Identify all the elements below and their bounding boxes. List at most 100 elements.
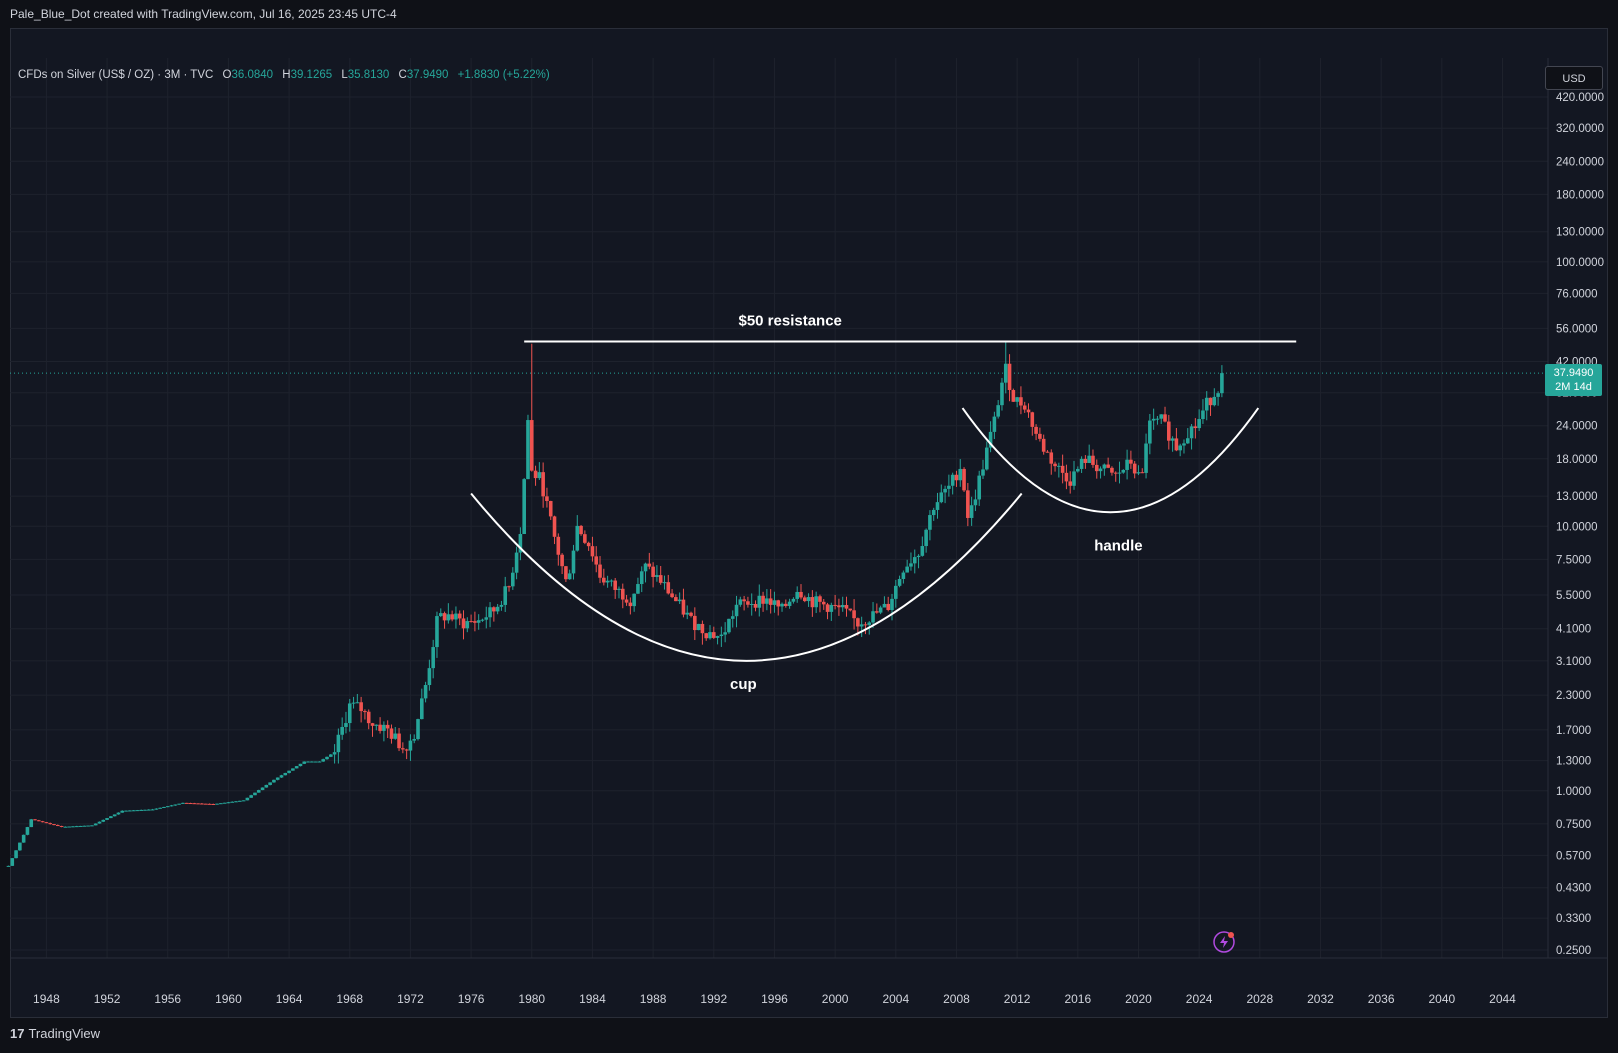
candle: [931, 507, 936, 521]
symbol-name[interactable]: CFDs on Silver (US$ / OZ) · 3M · TVC: [18, 69, 214, 81]
candle: [397, 727, 401, 752]
tradingview-logo-text: TradingView: [28, 1026, 101, 1041]
candle-body: [351, 702, 356, 704]
candle-body: [442, 613, 447, 621]
candle: [234, 801, 238, 803]
candle: [1049, 449, 1054, 475]
candle: [897, 575, 902, 588]
candle: [905, 559, 909, 573]
candle: [560, 553, 564, 575]
candle-body: [617, 588, 621, 590]
candle: [389, 724, 394, 744]
candle-body: [457, 613, 462, 619]
candle: [1064, 464, 1069, 490]
candle: [943, 485, 947, 504]
candle-body: [200, 803, 204, 805]
candle-body: [230, 801, 235, 803]
candle-body: [389, 728, 394, 739]
candle-body: [25, 827, 30, 835]
candle: [366, 709, 371, 730]
price-axis: 420.0000 320.0000 240.0000 180.0000 130.0000…: [1556, 92, 1604, 957]
candle: [871, 602, 875, 628]
candle-body: [598, 564, 602, 578]
candle: [1076, 466, 1080, 473]
candle-body: [484, 617, 489, 620]
candle: [211, 803, 216, 805]
price-tick-label: 1.0000: [1556, 786, 1591, 798]
candle-body: [234, 801, 238, 803]
candle: [537, 462, 542, 481]
candle-body: [332, 752, 337, 755]
candle-body: [340, 726, 344, 735]
candle: [1189, 423, 1194, 450]
candle: [727, 618, 731, 634]
candle: [810, 590, 815, 617]
candle-body: [1159, 414, 1164, 419]
candle-body: [420, 698, 424, 720]
candle: [480, 618, 485, 622]
candle: [484, 606, 489, 629]
candle: [556, 533, 561, 566]
candle: [795, 586, 800, 603]
candle-body: [1185, 438, 1190, 444]
candle: [776, 599, 781, 616]
candle-body: [1129, 459, 1133, 464]
candle: [302, 761, 307, 765]
candle: [158, 807, 162, 809]
candle-body: [1098, 468, 1103, 472]
candle: [465, 617, 470, 633]
candle: [264, 784, 269, 788]
candle-body: [969, 505, 974, 518]
candle-body: [564, 566, 568, 580]
candle-body: [511, 572, 515, 587]
candle: [143, 809, 147, 811]
candle-body: [44, 822, 49, 824]
candle: [416, 718, 420, 741]
candle-body: [423, 685, 428, 699]
candle-body: [1026, 409, 1031, 413]
candle: [984, 441, 989, 471]
candle-body: [10, 858, 15, 866]
candle: [52, 823, 56, 826]
candle: [237, 800, 242, 802]
candle-body: [378, 724, 382, 731]
candle: [241, 800, 246, 802]
price-tick-label: 18.0000: [1556, 454, 1598, 466]
candle-body: [1060, 465, 1065, 473]
currency-button[interactable]: USD: [1545, 66, 1603, 90]
candle: [1163, 406, 1167, 423]
candle: [37, 819, 41, 822]
candle-body: [696, 623, 701, 631]
candle-body: [647, 563, 652, 567]
candle-body: [628, 602, 633, 607]
candle-body: [116, 812, 121, 815]
candle: [666, 574, 671, 595]
candle: [154, 808, 159, 810]
candle: [67, 826, 71, 828]
candle-body: [943, 488, 947, 493]
candle-body: [742, 599, 746, 602]
candle-body: [579, 525, 583, 535]
candle-body: [711, 632, 716, 638]
candle-body: [514, 552, 519, 573]
candle-body: [522, 479, 526, 535]
chart-frame[interactable]: [10, 28, 1608, 1018]
candle-body: [689, 612, 693, 616]
candle-body: [480, 619, 485, 621]
candle: [351, 696, 356, 709]
candle: [1178, 443, 1182, 457]
candle: [317, 761, 322, 763]
candle: [1155, 416, 1160, 425]
candle: [533, 465, 538, 486]
candle-body: [18, 842, 22, 851]
candle-body: [1220, 373, 1224, 394]
tradingview-footer[interactable]: 17 TradingView: [10, 1026, 100, 1041]
candle: [120, 810, 125, 813]
candle: [260, 787, 265, 791]
candle: [852, 599, 856, 630]
time-tick-label: 2004: [882, 992, 909, 1006]
candle: [63, 826, 68, 828]
top-credit-bar: Pale_Blue_Dot created with TradingView.c…: [0, 0, 1618, 28]
candle-body: [575, 525, 580, 551]
